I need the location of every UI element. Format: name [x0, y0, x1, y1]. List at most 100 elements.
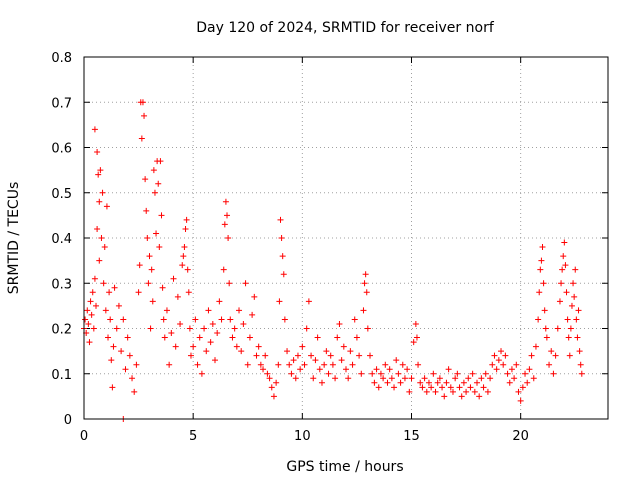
- data-point: [145, 280, 152, 287]
- data-point: [347, 348, 354, 355]
- data-point: [334, 334, 341, 341]
- data-point: [506, 379, 513, 386]
- data-point: [276, 298, 283, 305]
- data-point: [323, 348, 330, 355]
- data-point: [244, 361, 251, 368]
- data-point: [539, 244, 546, 251]
- data-point: [498, 348, 505, 355]
- data-point: [572, 266, 579, 273]
- data-point: [113, 325, 120, 332]
- data-point: [482, 370, 489, 377]
- data-point: [190, 343, 197, 350]
- data-point: [577, 361, 584, 368]
- data-point: [181, 244, 188, 251]
- data-point: [419, 384, 426, 391]
- data-point: [88, 311, 95, 318]
- data-point: [552, 352, 559, 359]
- data-point: [386, 366, 393, 373]
- data-point: [205, 307, 212, 314]
- data-point: [198, 370, 205, 377]
- data-point: [98, 235, 105, 241]
- data-point: [290, 357, 297, 364]
- data-point: [463, 388, 470, 395]
- data-point: [99, 189, 106, 196]
- data-point: [148, 266, 155, 273]
- data-point: [182, 225, 189, 232]
- data-point: [476, 393, 483, 400]
- data-point: [391, 384, 398, 391]
- data-point: [480, 384, 487, 391]
- data-point: [530, 375, 537, 382]
- data-point: [308, 352, 315, 359]
- data-point: [546, 361, 553, 368]
- data-point: [441, 393, 448, 400]
- data-point: [155, 180, 162, 187]
- data-point: [561, 239, 568, 246]
- data-point: [543, 334, 550, 341]
- data-point: [160, 316, 167, 323]
- data-point: [532, 343, 539, 350]
- data-point: [196, 334, 203, 341]
- data-point: [380, 375, 387, 382]
- data-point: [560, 253, 567, 260]
- y-tick-label: 0.1: [51, 368, 72, 383]
- data-point: [568, 302, 575, 309]
- data-point: [353, 334, 360, 341]
- data-point: [89, 289, 96, 296]
- data-point: [465, 375, 472, 382]
- data-point: [541, 307, 548, 314]
- data-point: [574, 334, 581, 341]
- data-point: [314, 334, 321, 341]
- data-point: [305, 298, 312, 305]
- data-point: [106, 289, 113, 296]
- data-point: [108, 357, 115, 364]
- data-point: [251, 293, 258, 300]
- data-point: [143, 207, 150, 214]
- data-point: [209, 320, 216, 327]
- data-point: [111, 284, 118, 291]
- data-point: [559, 266, 566, 273]
- data-point: [358, 370, 365, 377]
- data-point: [299, 343, 306, 350]
- data-point: [129, 375, 136, 382]
- data-point: [325, 370, 332, 377]
- data-point: [491, 352, 498, 359]
- data-point: [120, 316, 127, 323]
- data-point: [212, 357, 218, 364]
- data-point: [231, 325, 238, 332]
- data-point: [238, 348, 245, 355]
- data-point: [421, 375, 428, 382]
- data-point: [138, 135, 145, 142]
- data-point: [538, 257, 545, 264]
- data-point: [288, 370, 295, 377]
- data-point: [207, 339, 214, 346]
- data-point: [504, 370, 511, 377]
- data-point: [216, 298, 223, 305]
- data-point: [558, 280, 565, 287]
- data-point: [363, 289, 370, 296]
- data-point: [141, 112, 148, 119]
- data-point: [158, 212, 165, 219]
- data-point: [136, 262, 143, 269]
- data-point: [301, 361, 308, 368]
- data-point: [415, 361, 422, 368]
- data-point: [436, 375, 443, 382]
- data-point: [297, 366, 304, 373]
- data-point: [264, 370, 271, 377]
- data-point: [373, 366, 380, 373]
- data-point: [109, 384, 116, 391]
- data-point: [332, 375, 339, 382]
- data-point: [570, 280, 577, 287]
- data-point: [336, 320, 343, 327]
- data-point: [312, 357, 319, 364]
- data-point: [221, 221, 228, 228]
- data-point: [220, 266, 227, 273]
- data-point: [227, 316, 234, 323]
- y-tick-label: 0.7: [51, 96, 72, 111]
- data-point: [430, 370, 437, 377]
- data-point: [184, 266, 191, 273]
- data-point: [575, 307, 582, 314]
- data-point: [351, 316, 358, 323]
- data-point: [487, 375, 494, 382]
- data-point: [397, 379, 404, 386]
